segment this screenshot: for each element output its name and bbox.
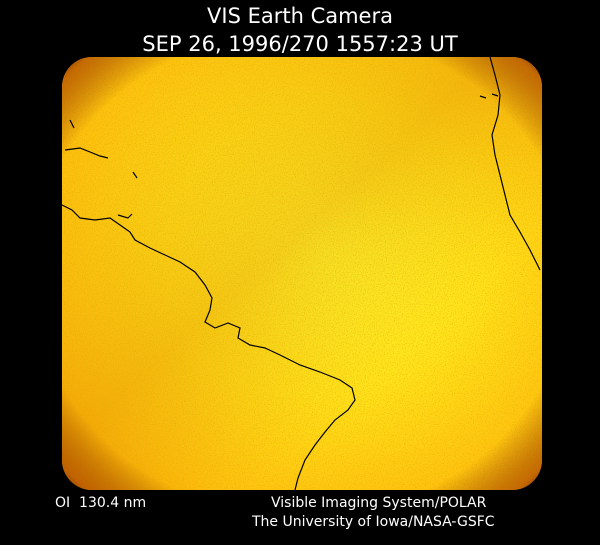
filter-label: OI 130.4 nm	[55, 495, 146, 511]
instrument-label: Visible Imaging System/POLAR	[271, 495, 487, 511]
title: VIS Earth Camera	[207, 4, 393, 28]
institution-label: The University of Iowa/NASA-GSFC	[251, 514, 495, 530]
coastline	[62, 57, 541, 490]
earth-image	[62, 57, 542, 490]
timestamp: SEP 26, 1996/270 1557:23 UT	[142, 32, 458, 56]
